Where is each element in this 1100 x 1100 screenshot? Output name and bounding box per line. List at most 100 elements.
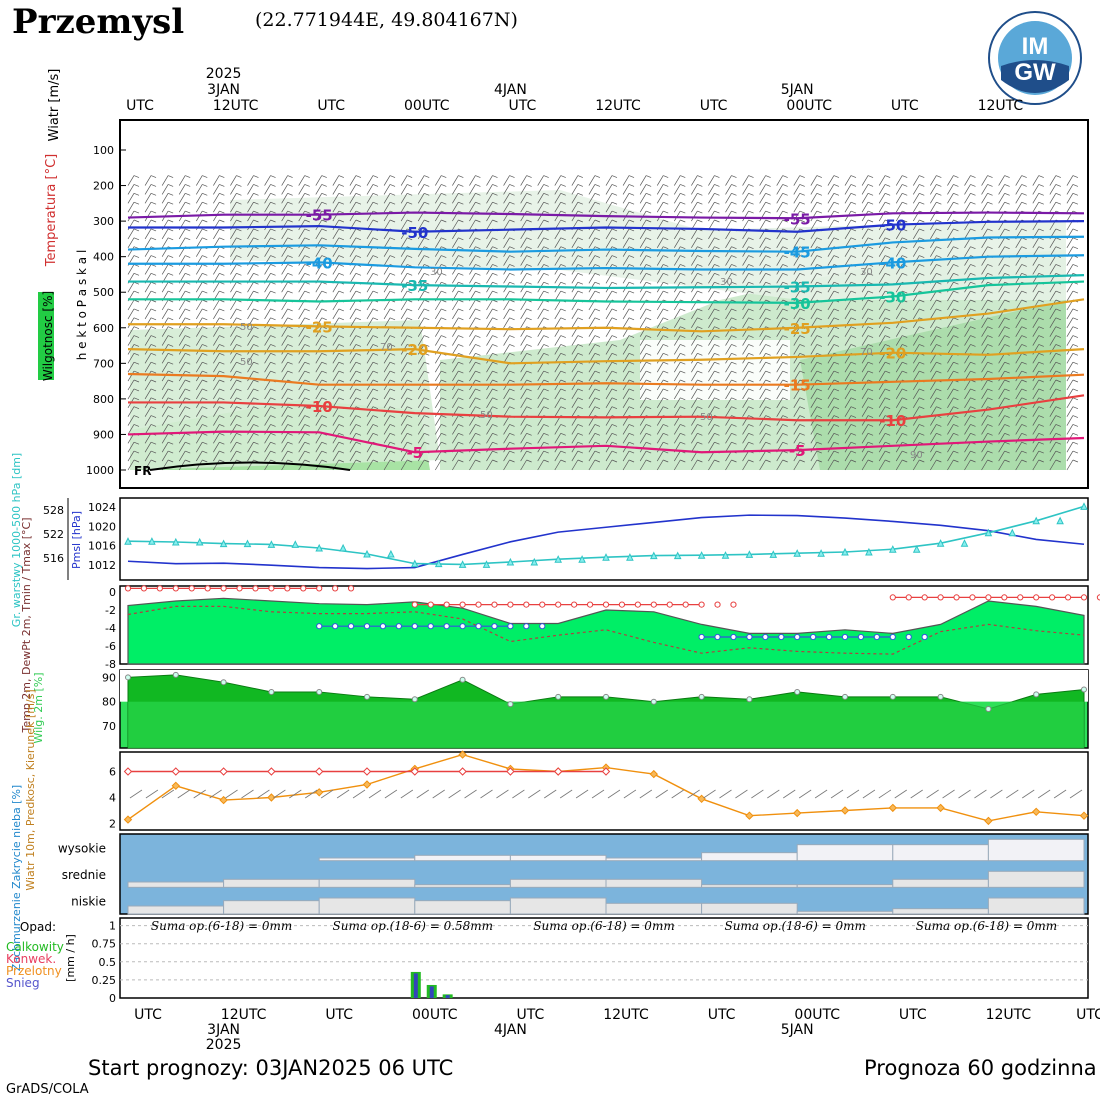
wind-barb [850,397,857,401]
wind-barb [998,424,1005,435]
wind-barb [970,424,976,427]
wind-barb [885,308,891,312]
wind-barb [264,228,271,240]
wind-barb [844,450,852,462]
wind-barb [441,317,447,321]
wind-barb [765,441,771,445]
wind-barb [161,370,169,382]
wind-barb [708,344,715,355]
wind-barb [878,184,886,195]
wind-barb [195,379,203,391]
wind-barb [782,299,788,303]
wind-barb [144,424,152,435]
wind-barb [919,361,925,365]
wind-barb [611,379,618,383]
tmax-marker [634,601,641,608]
wind-barb [588,308,596,320]
wind-barb [878,388,886,400]
wind-barb [526,450,532,454]
wind-barb [861,353,869,364]
wind-barb [605,290,613,302]
wind-barb [827,326,835,337]
wind-barb [919,255,925,258]
wind-barb [953,388,959,392]
wind-barb [503,335,510,346]
wind-barb [168,201,174,205]
wind-barb [253,424,259,427]
wind-barb [605,202,613,213]
wind-barb [577,201,583,205]
wind-barb [554,193,562,204]
wind-barb [656,370,664,382]
wind-barb [195,228,203,240]
wind-barb [281,184,288,195]
wind-barb [161,406,169,417]
wind-barb [850,406,857,409]
wind-barb [202,397,208,401]
wind-barb [407,273,413,276]
wind-barb [315,308,323,320]
wind-barb [912,282,920,293]
wind-barb [349,264,357,275]
wind-barb [469,362,476,373]
wind-barb [656,237,664,248]
wind-barb [987,326,993,329]
wind-barb [759,362,766,373]
wind-barb [287,424,293,427]
pressure-axis-label: h e k t o P a s k a l [75,250,89,361]
wind-barb [247,282,254,293]
wind-barb [366,353,374,364]
wind-barb [605,308,613,320]
wind-barb [691,459,698,471]
wind-barb [588,362,596,373]
wind-barb [264,442,271,453]
wind-barb [458,406,464,409]
wind-barb [264,299,271,311]
wind-barb [434,415,442,426]
wind-barb [680,441,686,445]
wind-barb [219,415,225,418]
wind-barb [230,344,237,355]
wind-barb [697,433,703,436]
wind-barb [776,388,784,400]
precip-tick-label: 0.5 [99,956,117,969]
wind-barb [673,237,681,248]
wind-barb [594,433,601,436]
wind-barb [321,344,327,347]
wind-barb [878,175,886,186]
wind-barb [571,175,579,186]
wind-barb [611,255,618,258]
wind-barb [998,184,1005,195]
wind-barb [810,433,818,444]
wind-barb [611,388,618,392]
wind-barb [844,459,852,471]
wind-barb [833,433,840,436]
wind-barb [611,424,618,427]
wind-barb [434,335,442,346]
precip-bar-snieg [445,995,450,998]
wind-barb [355,255,362,258]
wind-barb [964,308,971,320]
wind-barb [315,433,323,444]
wind-barb [708,210,715,222]
wind-barb [714,406,720,409]
wind-barb [236,424,242,427]
wind-barb [964,424,971,435]
wind-barb [400,388,408,400]
wind-barb [452,362,459,373]
wind-barb [509,433,515,436]
wind-barb [748,281,754,285]
wind-barb [168,441,174,445]
wind-barb [861,219,869,231]
wind-barb [144,406,152,417]
wind-barb [349,388,357,400]
wind-barb [492,201,498,205]
wind-barb [543,441,549,445]
wind-barb [537,397,545,408]
wind-barb [389,290,396,294]
wind-barb [424,201,430,205]
wind-barb [389,353,396,356]
wind-barb [953,193,959,196]
wind-barb [424,433,430,436]
wind-barb [321,255,327,258]
